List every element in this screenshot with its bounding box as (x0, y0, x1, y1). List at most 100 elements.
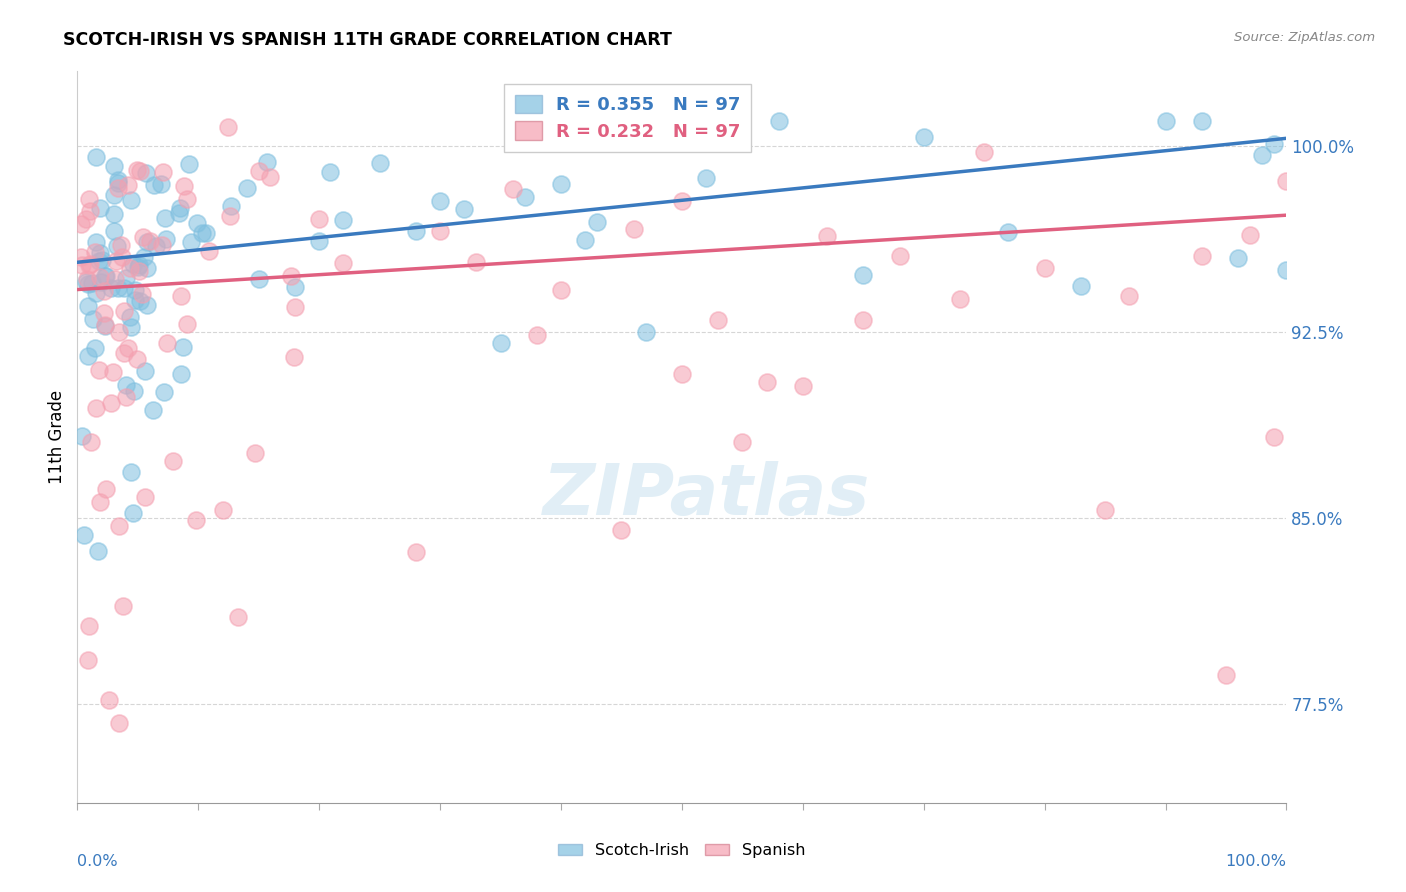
Point (128, 264, 150, 278)
Point (107, 177, 129, 191)
Point (124, 283, 146, 297)
Point (136, 235, 159, 250)
Text: SCOTCH-IRISH VS SPANISH 11TH GRADE CORRELATION CHART: SCOTCH-IRISH VS SPANISH 11TH GRADE CORRE… (63, 31, 672, 49)
Point (1239, 228, 1261, 243)
Point (135, 166, 157, 180)
Point (997, 225, 1019, 239)
Point (405, 545, 427, 559)
Point (83, 244, 105, 259)
Point (120, 465, 142, 479)
Point (94, 318, 117, 332)
Point (112, 599, 135, 614)
Point (107, 716, 129, 731)
Point (76, 653, 98, 667)
Point (695, 171, 717, 186)
Point (284, 300, 307, 314)
Point (145, 239, 167, 253)
Point (125, 351, 148, 366)
Point (489, 335, 512, 350)
Point (115, 271, 138, 285)
Point (513, 189, 536, 203)
Point (103, 187, 125, 202)
Point (111, 250, 134, 264)
Point (100, 280, 122, 294)
Point (122, 506, 145, 520)
Point (69, 250, 91, 264)
Point (526, 328, 548, 343)
Point (129, 163, 152, 178)
Point (453, 202, 475, 216)
Point (84, 150, 107, 164)
Point (84, 401, 107, 416)
Point (707, 313, 730, 327)
Point (89, 246, 111, 260)
Point (94, 319, 117, 334)
Point (852, 268, 875, 283)
Point (134, 364, 156, 378)
Point (70, 217, 93, 231)
Point (128, 294, 150, 309)
Point (1263, 430, 1285, 444)
Point (103, 224, 125, 238)
Point (120, 260, 142, 275)
Point (1191, 114, 1213, 128)
Point (104, 272, 127, 286)
Point (79, 257, 101, 271)
Point (155, 211, 177, 226)
Point (150, 238, 173, 252)
Point (1251, 147, 1274, 161)
Point (550, 283, 572, 297)
Point (212, 503, 235, 517)
Point (1275, 263, 1298, 277)
Point (150, 177, 173, 191)
Point (103, 160, 125, 174)
Point (156, 335, 179, 350)
Point (122, 257, 145, 271)
Point (112, 345, 135, 359)
Point (90, 252, 112, 267)
Point (247, 271, 270, 285)
Point (107, 280, 129, 294)
Point (574, 233, 596, 247)
Point (77, 619, 100, 633)
Point (634, 325, 657, 339)
Point (87, 363, 110, 377)
Point (319, 164, 342, 178)
Point (169, 206, 191, 220)
Point (104, 253, 127, 268)
Point (235, 181, 257, 195)
Point (101, 365, 124, 379)
Point (283, 350, 305, 364)
Point (82, 277, 104, 291)
Point (105, 239, 128, 253)
Point (259, 170, 281, 185)
Point (173, 179, 195, 194)
Point (332, 212, 354, 227)
Point (98, 692, 121, 706)
Point (125, 163, 148, 178)
Point (96, 268, 118, 283)
Point (169, 201, 191, 215)
Point (256, 154, 278, 169)
Point (120, 193, 142, 207)
Point (1033, 261, 1056, 276)
Point (107, 173, 129, 187)
Point (124, 293, 146, 307)
Point (368, 155, 391, 169)
Point (128, 258, 150, 272)
Point (132, 250, 155, 264)
Point (405, 224, 427, 238)
Point (912, 130, 935, 145)
Text: Source: ZipAtlas.com: Source: ZipAtlas.com (1234, 31, 1375, 45)
Point (610, 523, 633, 537)
Point (77, 299, 100, 313)
Point (79, 203, 101, 218)
Point (153, 384, 176, 399)
Point (132, 230, 155, 244)
Point (152, 165, 174, 179)
Point (89, 495, 111, 509)
Point (1070, 279, 1092, 293)
Point (75, 276, 97, 290)
Point (90, 275, 112, 289)
Point (284, 279, 307, 293)
